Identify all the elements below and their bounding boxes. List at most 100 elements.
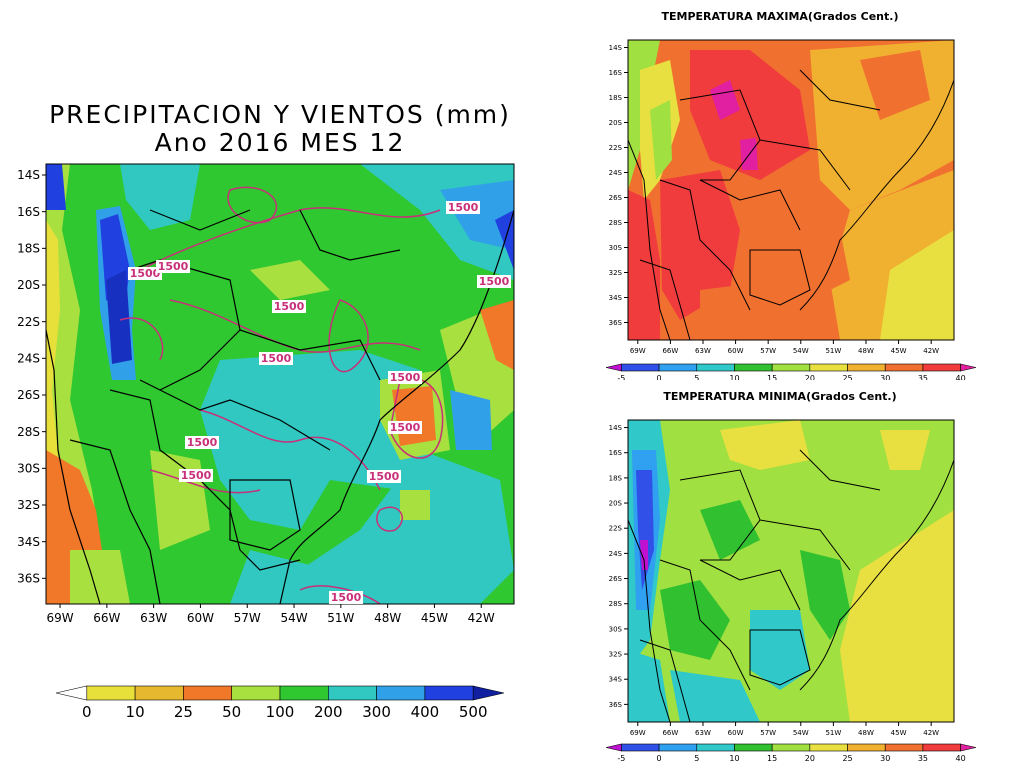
lon-tick-label: 42W (468, 611, 495, 625)
colorbar-label: 30 (880, 754, 890, 763)
colorbar-swatch (621, 743, 660, 752)
tmax-title: TEMPERATURA MAXIMA(Grados Cent.) (661, 10, 899, 23)
lat-tick-label: 18S (609, 94, 623, 102)
contour-label-bg (367, 470, 401, 483)
precip-colorbar-swatches (55, 685, 505, 701)
colorbar-label: 10 (729, 374, 739, 380)
lon-tick-label: 57W (760, 729, 776, 737)
tmax-field (628, 40, 954, 340)
colorbar-swatch (279, 685, 329, 701)
colorbar-swatch (658, 743, 698, 752)
colorbar-swatch (922, 743, 961, 752)
colorbar-swatch (183, 685, 232, 701)
colorbar-swatch (847, 743, 886, 752)
precip-lat-axis: 14S 16S 18S 20S 22S 24S 26S 28S 30S 32S 34S 36S (17, 168, 46, 586)
colorbar-label: 30 (880, 374, 890, 380)
colorbar-high-arrow (472, 685, 505, 701)
lat-tick-label: 18S (609, 474, 623, 482)
lon-tick-label: 45W (891, 729, 907, 737)
colorbar-low-arrow (55, 685, 88, 701)
colorbar-swatch (696, 743, 735, 752)
lat-tick-label: 28S (17, 425, 40, 439)
precip-colorbar: 0 10 25 50 100 200 300 400 500 (55, 685, 505, 721)
lat-tick-label: 22S (17, 315, 40, 329)
lat-tick-label: 28S (609, 600, 623, 608)
colorbar-label: 20 (805, 754, 815, 763)
lat-tick-label: 34S (609, 294, 623, 302)
precip-lon-axis: 69W 66W 63W 60W 57W 54W 51W 48W 45W 42W (46, 604, 495, 625)
lon-tick-label: 48W (858, 347, 874, 355)
colorbar-swatch (658, 363, 698, 372)
lon-tick-label: 57W (760, 347, 776, 355)
lon-tick-label: 63W (140, 611, 167, 625)
precip-colorbar-labels: 0 10 25 50 100 200 300 400 500 (82, 703, 487, 721)
lon-tick-label: 48W (858, 729, 874, 737)
contour-label-bg (272, 300, 306, 313)
lat-tick-label: 30S (17, 462, 40, 476)
lat-tick-label: 26S (609, 194, 623, 202)
contour-label-bg (128, 267, 162, 280)
lat-tick-label: 14S (17, 168, 40, 182)
colorbar-high-arrow (960, 743, 977, 752)
tmax-colorbar: -5 0 5 10 15 20 25 30 35 40 (605, 363, 977, 380)
colorbar-label: 0 (82, 703, 92, 721)
lon-tick-label: 63W (695, 729, 711, 737)
colorbar-label: 25 (174, 703, 193, 721)
lon-tick-label: 57W (234, 611, 261, 625)
colorbar-label: 25 (842, 374, 852, 380)
lon-tick-label: 54W (793, 347, 809, 355)
contour-label-bg (156, 260, 190, 273)
lon-tick-label: 54W (793, 729, 809, 737)
lat-tick-label: 24S (609, 169, 623, 177)
lat-tick-label: 24S (17, 352, 40, 366)
colorbar-label: 50 (222, 703, 241, 721)
contour-label: 1500 (448, 201, 479, 214)
contour-label: 1500 (274, 300, 305, 313)
contour-label-bg (259, 352, 293, 365)
colorbar-swatch (884, 363, 924, 372)
contour-label-bg (329, 591, 363, 604)
lon-tick-label: 69W (46, 611, 73, 625)
lat-tick-label: 14S (609, 44, 623, 52)
tmin-colorbar: -5 0 5 10 15 20 25 30 35 40 (605, 743, 977, 763)
precip-title-line1: PRECIPITACION Y VIENTOS (mm) (49, 100, 511, 129)
colorbar-label: 500 (459, 703, 488, 721)
colorbar-swatch (809, 743, 848, 752)
contour-label: 1500 (130, 267, 161, 280)
colorbar-swatch (86, 685, 136, 701)
lat-tick-label: 20S (609, 500, 623, 508)
colorbar-swatch (847, 363, 886, 372)
lon-tick-label: 60W (728, 729, 744, 737)
colorbar-swatch (884, 743, 924, 752)
lon-tick-label: 51W (825, 729, 841, 737)
lon-tick-label: 45W (891, 347, 907, 355)
tmin-field (628, 420, 954, 722)
colorbar-label: -5 (617, 754, 625, 763)
lat-tick-label: 26S (17, 388, 40, 402)
contour-label: 1500 (181, 469, 212, 482)
colorbar-swatch (231, 685, 281, 701)
colorbar-label: 0 (657, 754, 662, 763)
tmin-map: 14S 16S 18S 20S 22S 24S 26S 28S 30S 32S 34S 36S 69W… (605, 419, 977, 763)
tmax-lat-axis: 14S 16S 18S 20S 22S 24S 26S 28S 30S 32S 34S 36S (609, 44, 628, 327)
colorbar-low-arrow (605, 743, 622, 752)
lat-tick-label: 32S (17, 498, 40, 512)
tmin-lon-axis: 69W 66W 63W 60W 57W 54W 51W 48W 45W 42W (630, 722, 939, 737)
lon-tick-label: 66W (662, 347, 678, 355)
lon-tick-label: 45W (421, 611, 448, 625)
lat-tick-label: 24S (609, 550, 623, 558)
precip-field (46, 164, 514, 604)
colorbar-label: 300 (362, 703, 391, 721)
colorbar-swatch (424, 685, 474, 701)
lon-tick-label: 69W (630, 729, 646, 737)
tmin-title: TEMPERATURA MINIMA(Grados Cent.) (663, 390, 897, 403)
lat-tick-label: 16S (609, 69, 623, 77)
colorbar-swatch (922, 363, 961, 372)
lon-tick-label: 51W (825, 347, 841, 355)
lon-tick-label: 51W (327, 611, 354, 625)
lat-tick-label: 16S (609, 449, 623, 457)
colorbar-swatch (734, 743, 773, 752)
lat-tick-label: 22S (609, 525, 623, 533)
lat-tick-label: 30S (609, 244, 623, 252)
lat-tick-label: 26S (609, 575, 623, 583)
